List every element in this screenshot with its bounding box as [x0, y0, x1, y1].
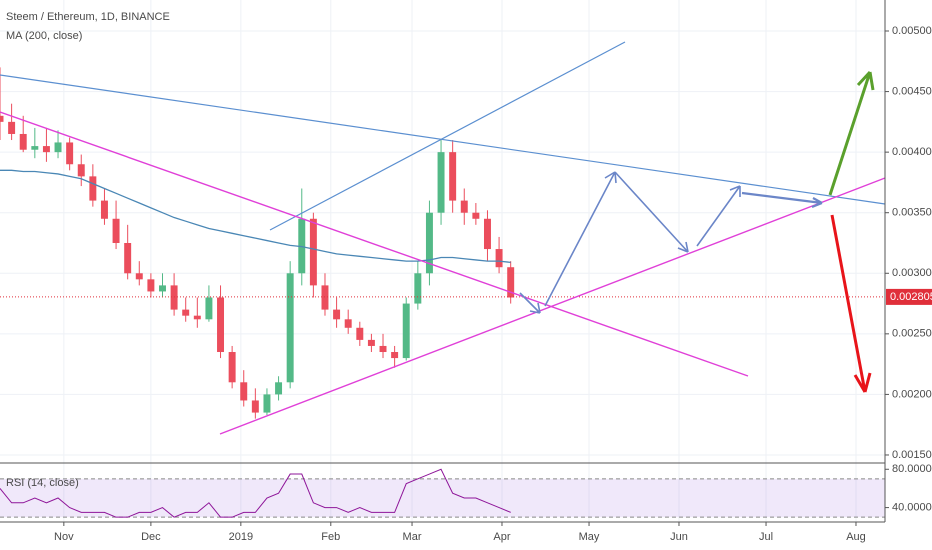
candle-body [147, 279, 155, 292]
candle-body [483, 218, 491, 250]
arrow [696, 185, 741, 247]
candle-body [263, 394, 271, 413]
arrow [544, 171, 617, 307]
candle-body [251, 400, 259, 413]
arrow [741, 191, 823, 209]
trend-line [0, 74, 886, 205]
candle-body [205, 297, 213, 320]
candle-body [100, 200, 108, 219]
candle-body [228, 352, 236, 383]
candle-body [460, 200, 468, 213]
candle-body [182, 309, 190, 316]
candle-body [240, 382, 248, 401]
candle-body [135, 273, 143, 280]
chart-title: Steem / Ethereum, 1D, BINANCE [6, 11, 170, 23]
x-tick-label: Aug [846, 531, 866, 543]
rsi-pane [0, 468, 885, 518]
x-tick-label: Apr [493, 531, 510, 543]
y-tick-label: 0.005000 [892, 25, 932, 37]
x-tick-label: Nov [54, 531, 74, 543]
candle-body [77, 164, 85, 177]
candle-body [42, 146, 50, 153]
labels: Steem / Ethereum, 1D, BINANCE MA (200, c… [6, 11, 932, 543]
candle-body [367, 339, 375, 346]
y-tick-label: 40.0000 [892, 501, 932, 513]
drawings [0, 41, 886, 435]
candle-body [0, 115, 4, 122]
candle-body [217, 297, 225, 353]
candle-body [275, 382, 283, 395]
y-tick-label: 80.0000 [892, 463, 932, 475]
down-arrow [830, 214, 872, 393]
candle-body [472, 212, 480, 219]
x-tick-label: Mar [403, 531, 422, 543]
trend-line [269, 41, 626, 231]
grid [0, 0, 885, 522]
candle-body [507, 267, 515, 298]
candle-body [66, 142, 74, 165]
candle-body [344, 319, 352, 328]
moving-average [0, 169, 511, 264]
candle-body [170, 285, 178, 310]
candle-body [309, 218, 317, 286]
candle-body [414, 273, 422, 304]
candle-body [54, 142, 62, 153]
x-tick-label: Dec [141, 531, 161, 543]
arrow [519, 292, 541, 314]
candle-body [89, 176, 97, 201]
arrow [614, 171, 689, 253]
candle-body [391, 352, 399, 359]
candle-body [402, 303, 410, 359]
x-tick-label: May [579, 531, 600, 543]
candle-body [193, 315, 201, 320]
projection-arrows [519, 171, 823, 314]
x-tick-label: Feb [321, 531, 340, 543]
trend-line [0, 111, 749, 377]
candle-body [159, 285, 166, 292]
last-price-box [886, 288, 932, 305]
rsi-line [0, 468, 511, 518]
x-tick-label: 2019 [229, 531, 253, 543]
x-tick-label: Jul [759, 531, 773, 543]
candle-body [437, 152, 445, 213]
candle-body [321, 285, 329, 310]
up-arrow [828, 70, 875, 196]
candle-body [124, 242, 132, 274]
candle-body [449, 152, 457, 201]
candle-body [8, 121, 16, 134]
x-tick-label: Jun [670, 531, 688, 543]
legend-entry: MA (200, close) [6, 30, 82, 42]
candle-body [356, 327, 364, 340]
candle-body [31, 146, 39, 150]
candle-body [286, 273, 294, 383]
last-price-label: 0.002805 [890, 291, 932, 303]
trend-line [219, 177, 886, 435]
candle-body [495, 249, 503, 268]
rsi-band [0, 478, 885, 518]
candle-body [333, 309, 341, 320]
candle-body [19, 133, 27, 150]
rsi-title: RSI (14, close) [6, 477, 79, 489]
candle-body [112, 218, 120, 243]
candle-body [425, 212, 433, 274]
main-pane [0, 67, 885, 419]
candle-body [379, 345, 387, 353]
